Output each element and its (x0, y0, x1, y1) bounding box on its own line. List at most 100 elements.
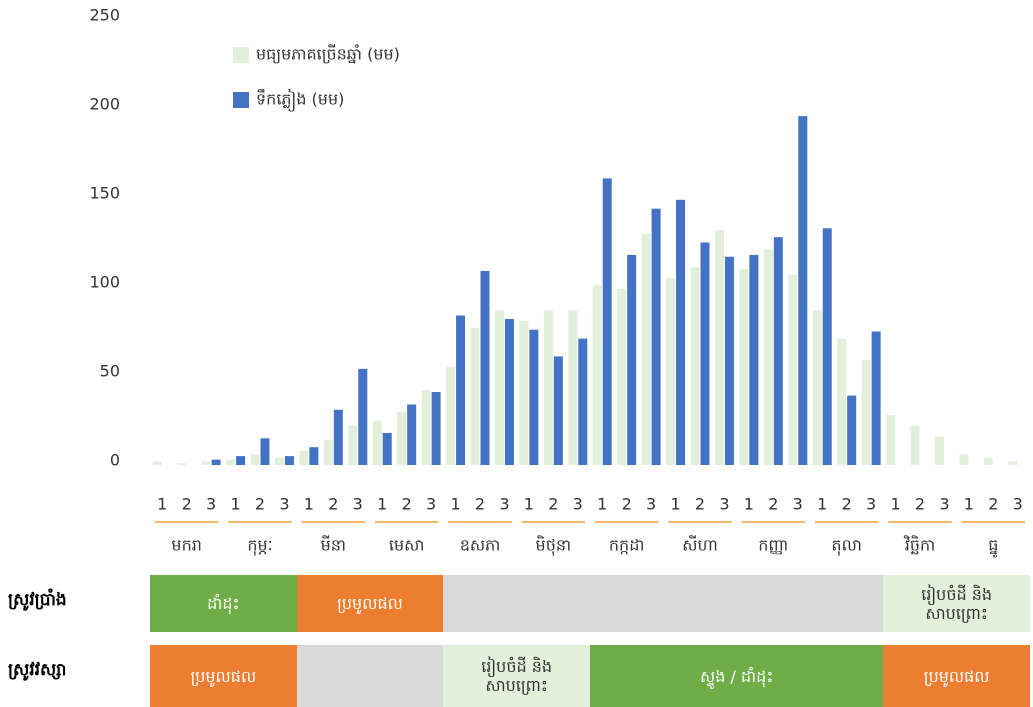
bar (236, 456, 246, 465)
bar (714, 230, 724, 465)
bar (407, 404, 417, 465)
x-tick-label: 3 (646, 495, 656, 514)
x-tick-label: 1 (524, 495, 534, 514)
x-tick-label: 2 (402, 495, 412, 514)
bar (553, 356, 563, 465)
legend-swatch (233, 92, 249, 108)
x-tick-label: 3 (939, 495, 949, 514)
bar (421, 390, 431, 465)
x-tick-label: 2 (328, 495, 338, 514)
calendar-segment: ប្រមូលផល (150, 645, 297, 707)
bar (739, 269, 749, 465)
bar (456, 315, 466, 465)
x-tick-label: 3 (279, 495, 289, 514)
segment-label: សាបព្រោះ (485, 676, 548, 695)
segment-label: សាបព្រោះ (925, 603, 988, 623)
month-label: វិច្ឆិកា (903, 535, 935, 555)
month-label: មីនា (321, 535, 346, 555)
bar (910, 425, 920, 465)
bar (812, 310, 822, 465)
bar (568, 310, 578, 465)
bar (348, 425, 358, 465)
bar (504, 319, 514, 465)
x-tick-label: 3 (866, 495, 876, 514)
x-tick-label: 2 (842, 495, 852, 514)
bar (724, 256, 734, 465)
bar (333, 409, 343, 465)
bar (177, 463, 187, 465)
bar (788, 274, 798, 465)
x-tick-label: 2 (255, 495, 265, 514)
y-tick-label: 0 (110, 451, 120, 470)
bar (822, 228, 832, 465)
x-tick-label: 2 (622, 495, 632, 514)
calendar-segment: រៀបចំដី និង សាបព្រោះ (883, 575, 1030, 632)
bar (274, 457, 284, 465)
x-tick-label: 3 (499, 495, 509, 514)
bar (798, 116, 808, 466)
segment-label: ប្រមូលផល (923, 666, 990, 686)
bar (773, 237, 783, 465)
x-tick-label: 2 (548, 495, 558, 514)
bar (666, 278, 676, 465)
bar (470, 327, 480, 465)
y-tick-label: 100 (89, 273, 120, 292)
bar (250, 454, 260, 465)
bar (529, 329, 539, 465)
x-tick-label: 2 (182, 495, 192, 514)
month-label: កញ្ញា (758, 536, 788, 555)
x-tick-label: 1 (890, 495, 900, 514)
bar (299, 450, 309, 465)
x-tick-label: 2 (695, 495, 705, 514)
bar (886, 415, 896, 465)
x-tick-label: 1 (670, 495, 680, 514)
bar (837, 338, 847, 465)
x-tick-label: 3 (573, 495, 583, 514)
x-tick-label: 3 (426, 495, 436, 514)
calendar-segment: ប្រមូលផល (296, 575, 444, 632)
bar (309, 447, 319, 465)
segment-label: ប្រមូលផល (190, 666, 257, 686)
bar (226, 459, 236, 465)
month-label: មករា (171, 536, 201, 555)
bar (519, 320, 529, 465)
month-label: តុលា (831, 536, 861, 557)
bar (749, 254, 759, 465)
segment-label: រៀបចំដី និង (481, 657, 553, 676)
bar (592, 285, 602, 465)
bar (934, 436, 944, 465)
x-tick-label: 1 (304, 495, 314, 514)
y-tick-label: 150 (89, 184, 120, 203)
calendar-segment: រៀបចំដី និង សាបព្រោះ (443, 645, 590, 707)
y-tick-label: 200 (89, 95, 120, 114)
bar (323, 440, 333, 465)
x-tick-label: 1 (597, 495, 607, 514)
calendar-segment (443, 575, 884, 632)
bar (861, 359, 871, 465)
bar (1008, 461, 1018, 465)
bar (700, 242, 710, 465)
month-label: សីហា (682, 535, 718, 555)
x-tick-label: 1 (817, 495, 827, 514)
bar (763, 249, 773, 465)
bar (959, 454, 969, 465)
y-tick-label: 50 (100, 362, 120, 381)
bar (676, 199, 686, 465)
bar (382, 432, 392, 465)
bar (494, 310, 504, 465)
legend-swatch (233, 47, 249, 63)
x-tick-label: 3 (793, 495, 803, 514)
month-label: ឧសភា (460, 536, 501, 555)
x-tick-label: 1 (450, 495, 460, 514)
x-tick-label: 2 (988, 495, 998, 514)
bar (578, 338, 588, 465)
bar (983, 457, 993, 465)
x-tick-label: 3 (719, 495, 729, 514)
legend-label: ទឹកភ្លៀង (មម) (256, 89, 344, 113)
bar (201, 461, 211, 465)
x-tick-label: 3 (206, 495, 216, 514)
x-tick-label: 1 (377, 495, 387, 514)
segment-label: ប្រមូលផល (337, 594, 403, 613)
bar (602, 178, 612, 466)
